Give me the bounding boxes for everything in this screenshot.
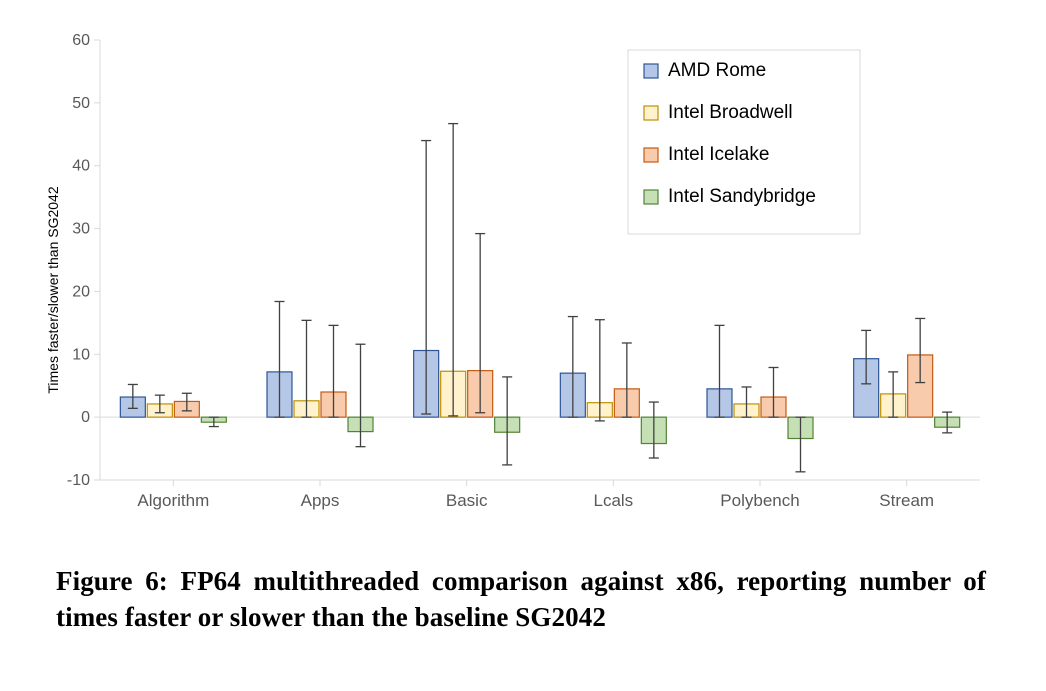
figure-caption: Figure 6: FP64 multithreaded comparison … xyxy=(56,564,986,635)
bar-chart: -10 0 10 20 30 40 50 60 Times faster/slower than… xyxy=(40,20,1006,550)
category-label: Algorithm xyxy=(137,491,209,510)
category-label: Apps xyxy=(301,491,340,510)
category-label: Basic xyxy=(446,491,488,510)
svg-text:30: 30 xyxy=(72,221,90,238)
legend-label: Intel Icelake xyxy=(668,144,769,165)
category-label: Stream xyxy=(879,491,934,510)
caption-prefix: Figure 6: xyxy=(56,566,181,596)
legend-swatch xyxy=(644,148,658,162)
legend-label: AMD Rome xyxy=(668,60,766,81)
svg-text:20: 20 xyxy=(72,283,90,300)
svg-text:60: 60 xyxy=(72,32,90,49)
svg-text:Times faster/slower than SG204: Times faster/slower than SG2042 xyxy=(45,186,61,393)
svg-text:-10: -10 xyxy=(67,472,90,489)
caption-text: FP64 multithreaded comparison against x8… xyxy=(56,566,986,632)
svg-text:40: 40 xyxy=(72,158,90,175)
category-label: Polybench xyxy=(720,491,799,510)
legend-swatch xyxy=(644,64,658,78)
legend-label: Intel Broadwell xyxy=(668,102,793,123)
svg-text:0: 0 xyxy=(81,409,90,426)
svg-text:50: 50 xyxy=(72,95,90,112)
legend-swatch xyxy=(644,190,658,204)
category-label: Lcals xyxy=(593,491,633,510)
chart-container: -10 0 10 20 30 40 50 60 Times faster/slower than… xyxy=(40,20,1006,550)
legend-swatch xyxy=(644,106,658,120)
svg-text:10: 10 xyxy=(72,346,90,363)
legend-label: Intel Sandybridge xyxy=(668,186,816,207)
